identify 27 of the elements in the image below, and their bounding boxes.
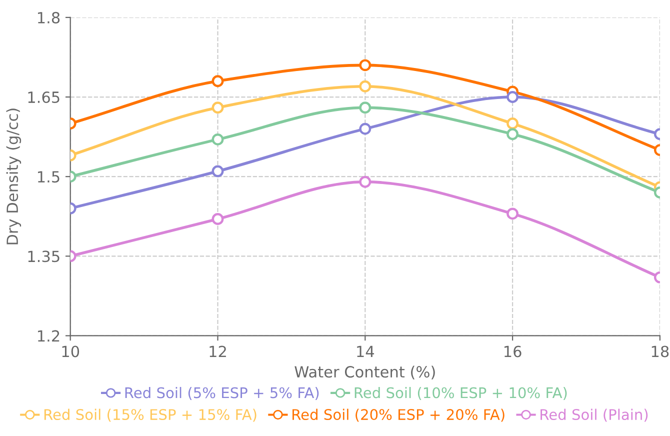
point (212, 75, 224, 88)
y-tick-label: 1.65 (28, 91, 60, 104)
legend-label: Red Soil (20% ESP + 20% FA) (292, 408, 504, 422)
y-axis-title: Dry Density (g/cc) (6, 108, 22, 244)
legend-label: Red Soil (Plain) (540, 408, 648, 422)
y-tick-label: 1.35 (28, 250, 60, 262)
y-tick-label: 1.5 (38, 171, 60, 183)
x-tick-label: 16 (504, 346, 522, 358)
point (212, 165, 224, 178)
y-tick-label: 1.8 (38, 12, 60, 24)
y-tick-label: 1.2 (38, 330, 60, 342)
legend-label: Red Soil (5% ESP + 5% FA) (125, 386, 319, 400)
point (359, 59, 372, 72)
point (359, 80, 372, 92)
legend-label: Red Soil (15% ESP + 15% FA) (44, 408, 256, 422)
x-tick-label: 10 (62, 346, 80, 358)
legend-label: Red Soil (10% ESP + 10% FA) (354, 386, 567, 400)
x-tick-label: 12 (210, 346, 226, 358)
point (212, 102, 224, 114)
x-tick-label: 14 (357, 346, 374, 358)
x-tick-label: 18 (652, 346, 669, 358)
point (359, 176, 372, 188)
point (212, 213, 224, 225)
x-axis-title: Water Content (%) (294, 366, 435, 380)
point (212, 133, 224, 146)
point (359, 122, 372, 135)
point (359, 102, 372, 114)
